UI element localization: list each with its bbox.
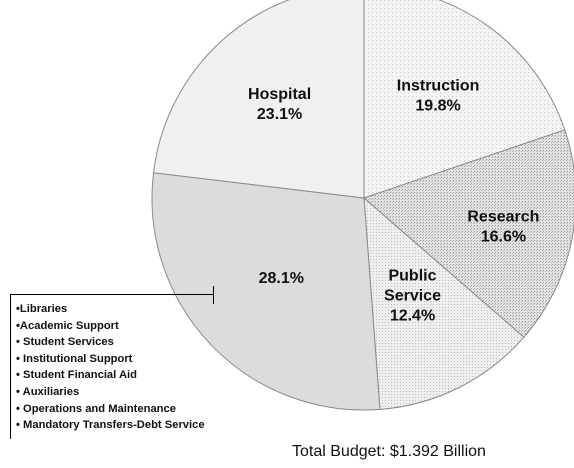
total-budget-note: Total Budget: $1.392 Billion (292, 443, 486, 460)
slice-label: 28.1% (259, 270, 304, 287)
breakdown-item-student-financial-aid: • Student Financial Aid (16, 369, 137, 382)
slice-label: Hospital 23.1% (248, 86, 311, 123)
breakdown-item-operations-maintenance: • Operations and Maintenance (16, 402, 176, 415)
slice-label: Public Service 12.4% (384, 268, 441, 325)
legend-connector (213, 286, 214, 304)
breakdown-item-academic-support: •Academic Support (16, 319, 119, 332)
breakdown-item-debt-service: • Mandatory Transfers-Debt Service (16, 419, 205, 432)
slice-label: Instruction 19.8% (397, 78, 480, 115)
breakdown-item-student-services: • Student Services (16, 336, 114, 349)
pie-slice (151, 172, 381, 411)
pie-slice (152, 0, 365, 199)
pie-slice (363, 196, 525, 410)
slice-label: Research 16.6% (467, 209, 539, 246)
breakdown-item-auxiliaries: • Auxiliaries (16, 385, 80, 398)
pie-slice (363, 129, 574, 338)
pie-slice (363, 0, 566, 199)
other-breakdown-list: •Libraries •Academic Support • Student S… (16, 301, 205, 434)
breakdown-item-institutional-support: • Institutional Support (16, 352, 133, 365)
breakdown-item-libraries: •Libraries (16, 303, 68, 315)
legend-bracket (10, 294, 214, 439)
